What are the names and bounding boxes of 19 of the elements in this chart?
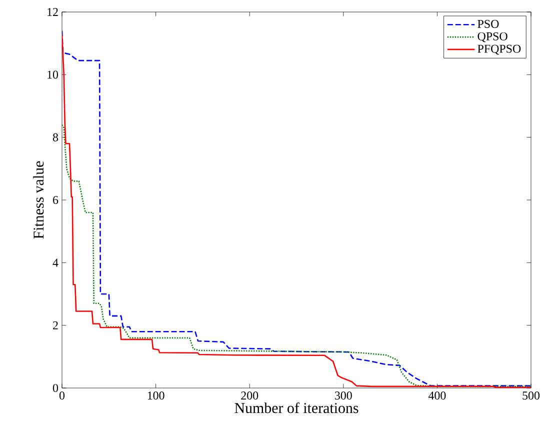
y-tick-label: 10 [48, 70, 58, 79]
y-tick-label: 8 [52, 133, 58, 142]
y-tick-label: 2 [53, 321, 58, 330]
legend-label: PFQPSO [478, 44, 521, 55]
y-tick-label: 6 [53, 196, 58, 204]
x-tick-label: 400 [428, 392, 446, 400]
y-tick-label: 0 [52, 384, 58, 392]
x-tick-label: 300 [335, 392, 352, 400]
legend-label: PSO [478, 20, 499, 28]
x-axis-title: Number of iterations [234, 402, 358, 414]
y-axis-title: Fitness value [33, 161, 44, 239]
legend-label: QPSO [478, 32, 508, 42]
y-tick-label: 4 [52, 258, 58, 267]
x-tick-label: 0 [59, 392, 65, 400]
x-tick-label: 100 [148, 392, 164, 400]
y-tick-label: 12 [48, 8, 58, 16]
x-tick-label: 200 [241, 392, 258, 400]
line-series [62, 124, 532, 388]
x-tick-label: 500 [522, 392, 540, 400]
